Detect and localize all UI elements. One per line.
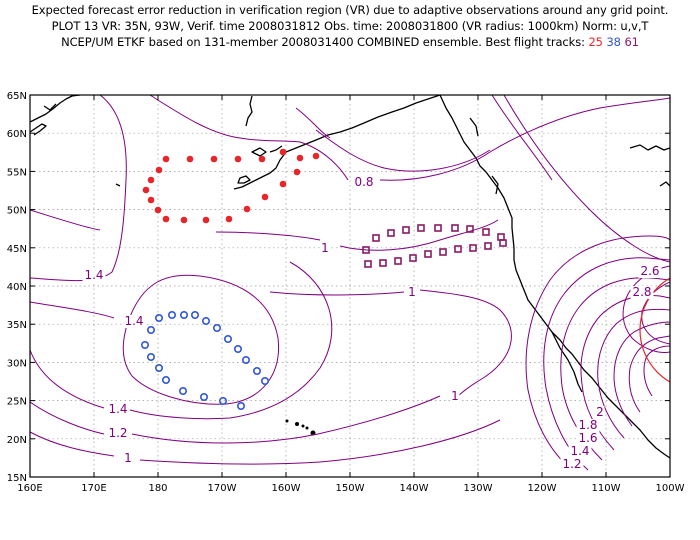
- contour-label: 1.2: [108, 426, 127, 440]
- contour-label: 1: [321, 241, 329, 255]
- contour-label: 1.6: [578, 431, 597, 445]
- tick-marks: [29, 94, 671, 478]
- contour-label: 2.8: [632, 285, 651, 299]
- contour-label: 1: [408, 285, 416, 299]
- lat-label: 35N: [7, 320, 27, 331]
- lon-label: 150W: [336, 483, 365, 494]
- contour-label: 1.4: [570, 444, 589, 458]
- latitude-labels: 65N 60N 55N 50N 45N 40N 35N 30N 25N 20N 15N: [7, 91, 27, 484]
- lon-label: 120W: [528, 483, 557, 494]
- contour-label: 1.8: [578, 418, 597, 432]
- lon-label: 140W: [400, 483, 429, 494]
- lat-label: 40N: [7, 282, 27, 293]
- title-line-2: PLOT 13 VR: 35N, 93W, Verif. time 200803…: [51, 19, 649, 33]
- lat-label: 60N: [7, 129, 27, 140]
- contour-lines: [30, 95, 670, 471]
- lat-label: 15N: [7, 473, 27, 484]
- track-number-blue: 38: [606, 35, 621, 49]
- contour-label: 1.2: [562, 457, 581, 471]
- lat-label: 45N: [7, 244, 27, 255]
- lon-label: 160W: [272, 483, 301, 494]
- contour-labels: 0.811111.41.41.41.212.62.821.81.61.41.2: [82, 175, 662, 471]
- lon-label: 130W: [464, 483, 493, 494]
- lon-label: 170E: [81, 483, 106, 494]
- lon-label: 180: [148, 483, 167, 494]
- flight-track-blue: [141, 310, 269, 410]
- coastline: [30, 95, 670, 459]
- contour-label: 1.4: [84, 268, 103, 282]
- track-number-magenta: 61: [624, 35, 639, 49]
- contour-label: 0.8: [354, 175, 373, 189]
- lat-label: 25N: [7, 397, 27, 408]
- lat-label: 55N: [7, 167, 27, 178]
- contour-label: 1.4: [108, 402, 127, 416]
- flight-track-magenta: [362, 224, 507, 268]
- contour-label: 1: [451, 389, 459, 403]
- contour-label: 1.4: [124, 314, 143, 328]
- lon-label: 100W: [656, 483, 685, 494]
- lat-label: 50N: [7, 206, 27, 217]
- contour-label: 1: [124, 451, 132, 465]
- track-number-red: 25: [588, 35, 603, 49]
- title-line-3-prefix: NCEP/UM ETKF based on 131-member 2008031…: [61, 35, 585, 49]
- contour-label: 2.6: [640, 264, 659, 278]
- lat-label: 30N: [7, 358, 27, 369]
- verification-region-circle: [639, 277, 670, 383]
- title-line-1: Expected forecast error reduction in ver…: [31, 3, 669, 17]
- lon-label: 170W: [208, 483, 237, 494]
- longitude-labels: 160E 170E 180 170W 160W 150W 140W 130W 120W 110W 1…: [17, 483, 684, 494]
- contour-label: 2: [596, 405, 604, 419]
- lat-label: 20N: [7, 435, 27, 446]
- flight-track-red: [142, 148, 320, 224]
- title-line-3: NCEP/UM ETKF based on 131-member 2008031…: [0, 34, 700, 50]
- lat-label: 65N: [7, 91, 27, 102]
- hawaii-islands: [285, 419, 316, 436]
- lon-label: 160E: [17, 483, 42, 494]
- lon-label: 110W: [592, 483, 621, 494]
